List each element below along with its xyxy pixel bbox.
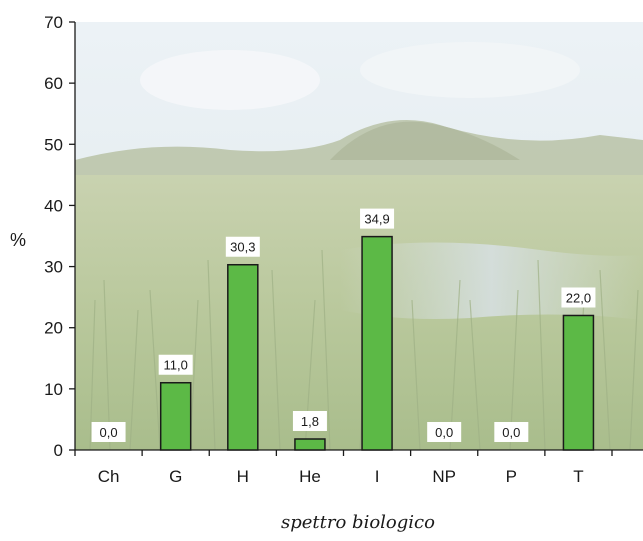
bar [294, 438, 326, 451]
x-tick-label: T [573, 467, 583, 486]
bar [159, 381, 192, 451]
data-label: 30,3 [225, 236, 260, 257]
x-tick-label: H [237, 467, 249, 486]
data-label: 34,9 [360, 208, 395, 229]
y-tick-label: 0 [54, 441, 63, 460]
x-axis-ticks: Ch G H He I NP P T [74, 450, 613, 486]
x-tick-label: I [375, 467, 380, 486]
bar [227, 263, 259, 451]
data-label-text: 0,0 [502, 425, 520, 440]
data-label-text: 1,8 [301, 414, 319, 429]
data-label-text: 0,0 [100, 425, 118, 440]
data-label-text: 34,9 [364, 212, 389, 227]
x-tick-label: He [299, 467, 321, 486]
data-labels: 0,0 11,0 30,3 1,8 34,9 0,0 0,0 22,0 [91, 208, 596, 442]
y-tick-label: 40 [44, 196, 63, 215]
data-label-box [494, 422, 529, 442]
data-label-text: 30,3 [230, 240, 255, 255]
data-label: 11,0 [158, 354, 193, 375]
y-tick-label: 10 [44, 380, 63, 399]
data-label: 1,8 [292, 410, 327, 431]
data-label-box [561, 287, 596, 308]
bar [361, 235, 393, 451]
data-label-box [360, 208, 395, 229]
data-label: 0,0 [427, 422, 462, 442]
x-tick-label: Ch [98, 467, 120, 486]
bars [159, 235, 595, 451]
data-label-box [225, 236, 260, 257]
data-label: 22,0 [561, 287, 596, 308]
y-tick-label: 20 [44, 319, 63, 338]
y-tick-label: 50 [44, 135, 63, 154]
y-tick-label: 70 [44, 13, 63, 32]
y-tick-label: 60 [44, 74, 63, 93]
data-label-text: 11,0 [164, 358, 188, 373]
data-label-box [292, 410, 327, 431]
data-label: 0,0 [494, 422, 529, 442]
data-label-text: 0,0 [435, 425, 453, 440]
data-label-box [427, 422, 462, 442]
x-axis-label: spettro biologico [281, 512, 435, 533]
y-axis-ticks: 0 10 20 30 40 50 60 70 [44, 13, 75, 460]
data-label-box [91, 422, 126, 442]
data-label-box [158, 354, 193, 375]
x-tick-label: P [506, 467, 517, 486]
data-label-text: 22,0 [566, 290, 591, 305]
data-label: 0,0 [91, 422, 126, 442]
y-axis-label: % [10, 230, 26, 250]
x-tick-label: G [169, 467, 182, 486]
y-tick-label: 30 [44, 258, 63, 277]
bar [562, 314, 595, 451]
x-tick-label: NP [432, 467, 456, 486]
